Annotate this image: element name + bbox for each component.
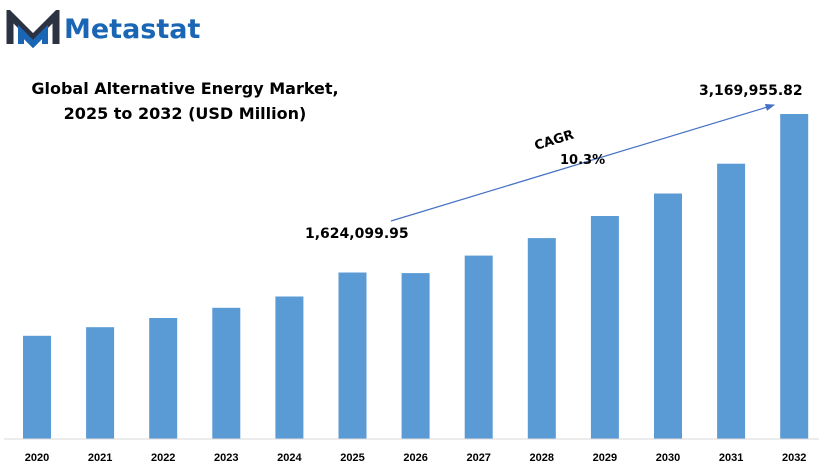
x-tick-2021: 2021 bbox=[88, 452, 112, 464]
bar-2028 bbox=[527, 238, 556, 439]
bar-2021 bbox=[86, 327, 115, 439]
end-value-label: 3,169,955.82 bbox=[699, 83, 803, 99]
bar-2029 bbox=[590, 216, 619, 439]
x-tick-2029: 2029 bbox=[593, 452, 617, 464]
x-tick-2031: 2031 bbox=[719, 452, 743, 464]
bar-2027 bbox=[464, 255, 493, 439]
x-tick-2032: 2032 bbox=[782, 452, 806, 464]
brand-name: Metastat bbox=[64, 13, 201, 45]
x-tick-2030: 2030 bbox=[656, 452, 680, 464]
bar-2023 bbox=[212, 307, 241, 439]
start-value-label: 1,624,099.95 bbox=[305, 226, 409, 242]
x-tick-labels: 2020 2021 2022 2023 2024 2025 2026 2027 2028 2029… bbox=[25, 452, 807, 464]
chart-title-block: Global Alternative Energy Market, 2025 t… bbox=[20, 76, 350, 126]
bar-2032 bbox=[780, 114, 809, 439]
bars-group bbox=[23, 114, 809, 439]
bar-2030 bbox=[654, 193, 682, 439]
cagr-label: CAGR bbox=[533, 128, 576, 154]
x-tick-2027: 2027 bbox=[466, 452, 490, 464]
x-tick-2020: 2020 bbox=[25, 452, 49, 464]
brand-logo: Metastat bbox=[6, 9, 200, 49]
chart-subtitle: 2025 to 2032 (USD Million) bbox=[63, 104, 307, 123]
x-tick-2028: 2028 bbox=[530, 452, 554, 464]
x-tick-2023: 2023 bbox=[214, 452, 238, 464]
bar-2025 bbox=[338, 272, 367, 439]
bar-2022 bbox=[149, 318, 178, 439]
x-tick-2026: 2026 bbox=[403, 452, 427, 464]
metastat-m-logo-icon bbox=[6, 10, 60, 48]
x-tick-2025: 2025 bbox=[340, 452, 364, 464]
bar-2026 bbox=[401, 273, 430, 439]
cagr-arrow bbox=[390, 103, 776, 222]
bar-2024 bbox=[275, 296, 304, 439]
cagr-value: 10.3% bbox=[560, 153, 605, 168]
chart-title: Global Alternative Energy Market, bbox=[31, 79, 339, 98]
bar-2031 bbox=[717, 163, 746, 439]
x-tick-2024: 2024 bbox=[277, 452, 302, 464]
x-tick-2022: 2022 bbox=[151, 452, 175, 464]
bar-2020 bbox=[23, 335, 51, 439]
